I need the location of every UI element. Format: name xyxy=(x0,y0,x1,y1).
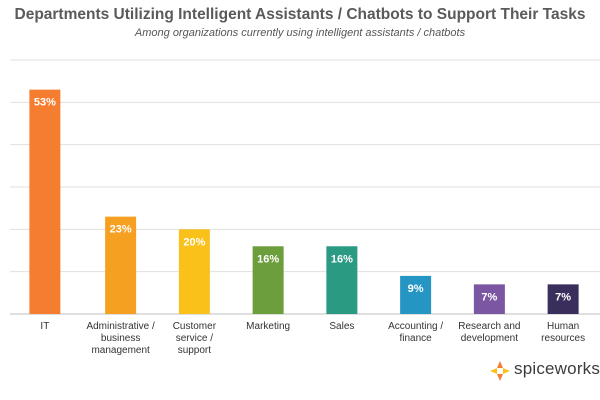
logo-wordmark: spiceworks xyxy=(514,359,600,378)
category-label: Marketing xyxy=(246,321,290,332)
category-label: development xyxy=(461,333,518,344)
category-label: business xyxy=(101,333,140,344)
bar xyxy=(326,246,358,314)
data-label: 16% xyxy=(257,253,279,265)
category-label: service / xyxy=(176,333,213,344)
category-label: Administrative / xyxy=(86,321,155,332)
category-label: Research and xyxy=(458,321,520,332)
category-label: resources xyxy=(541,333,585,344)
bar xyxy=(400,275,432,314)
chart-data-labels: 53% 23% 20% 16% 16% 9% 7% 7% xyxy=(34,97,571,304)
data-label: 53% xyxy=(34,97,56,109)
category-label: Sales xyxy=(329,321,354,332)
data-label: 9% xyxy=(408,283,424,295)
data-label: 7% xyxy=(555,291,571,303)
category-label: Human xyxy=(547,321,579,332)
category-label: IT xyxy=(40,321,49,332)
category-label: finance xyxy=(400,333,433,344)
data-label: 20% xyxy=(183,236,205,248)
data-label: 7% xyxy=(481,291,497,303)
chart-subtitle: Among organizations currently using inte… xyxy=(134,27,466,39)
category-label: Accounting / xyxy=(388,321,443,332)
bar xyxy=(29,89,61,314)
data-label: 16% xyxy=(331,253,353,265)
category-label: Customer xyxy=(173,321,217,332)
chart-bars xyxy=(29,89,579,314)
bar xyxy=(178,229,210,314)
bar xyxy=(105,216,137,314)
bar xyxy=(252,246,284,314)
category-label: support xyxy=(178,345,212,356)
category-label: management xyxy=(91,345,150,356)
data-label: 23% xyxy=(110,224,132,236)
spiceworks-logo: spiceworks xyxy=(488,358,600,384)
chart-gridlines xyxy=(10,59,600,315)
bar xyxy=(473,284,505,314)
chart-title: Departments Utilizing Intelligent Assist… xyxy=(14,6,586,23)
bar xyxy=(547,284,579,314)
spiceworks-logo-icon xyxy=(490,361,510,381)
